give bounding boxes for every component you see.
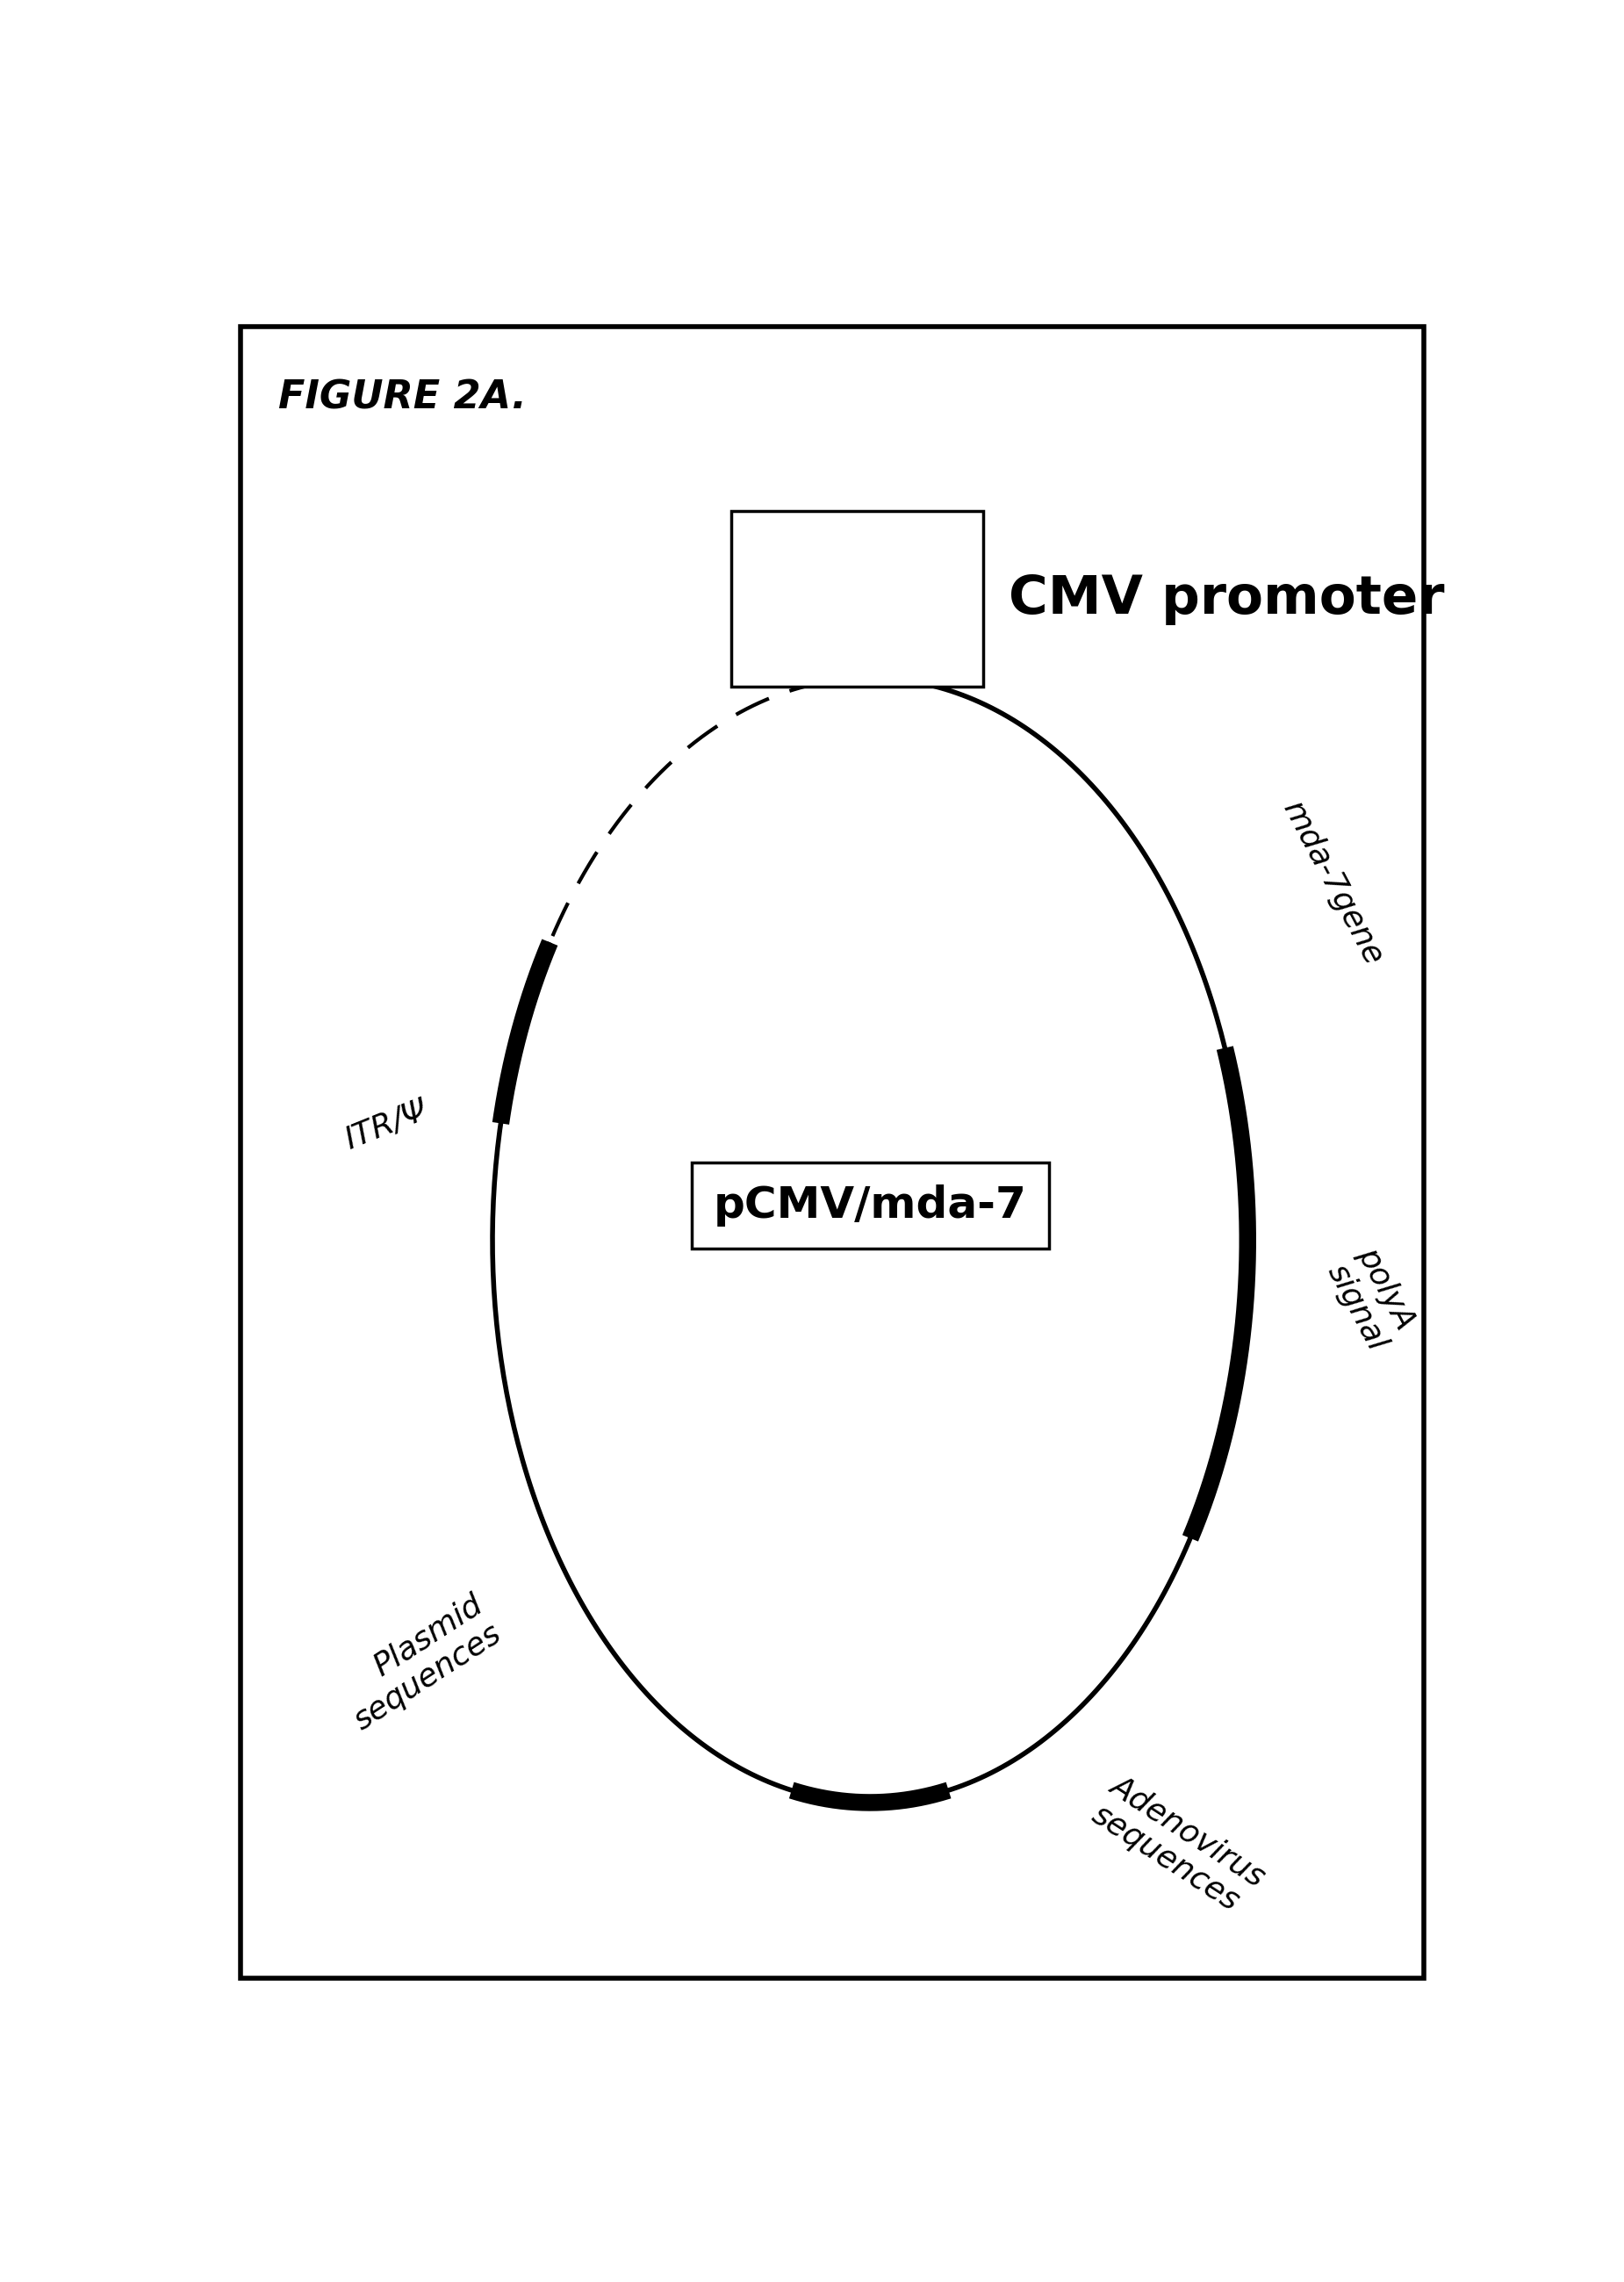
Text: ITR/Ψ: ITR/Ψ <box>339 1095 432 1155</box>
Text: Plasmid
sequences: Plasmid sequences <box>330 1591 507 1737</box>
Text: FIGURE 2A.: FIGURE 2A. <box>279 379 526 418</box>
Text: pCMV/mda-7: pCMV/mda-7 <box>713 1184 1026 1225</box>
Text: Adenovirus
sequences: Adenovirus sequences <box>1086 1771 1270 1921</box>
Text: CMV promoter: CMV promoter <box>1009 573 1444 625</box>
Text: polyA
signal: polyA signal <box>1322 1244 1423 1356</box>
Bar <box>731 511 984 687</box>
Text: mda-7gene: mda-7gene <box>1276 796 1389 970</box>
